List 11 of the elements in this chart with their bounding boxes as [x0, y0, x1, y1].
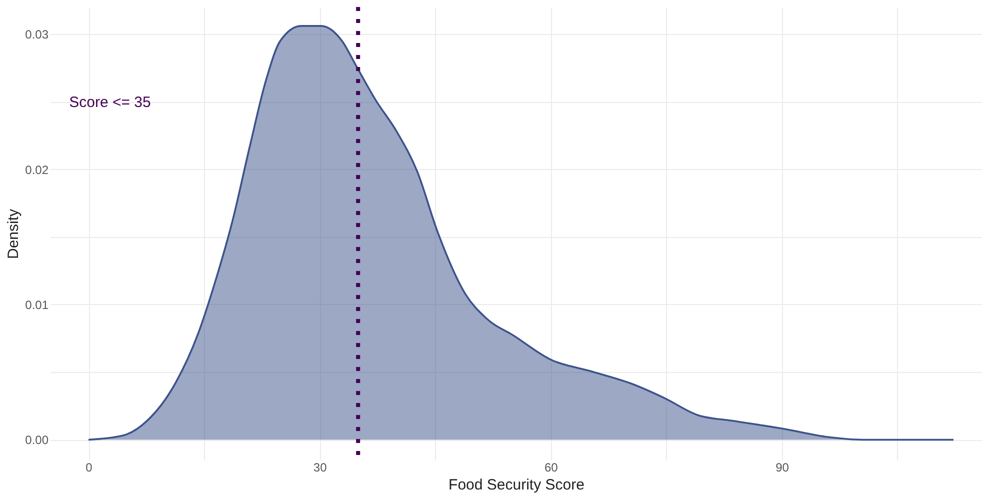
x-tick-label: 30: [313, 460, 328, 474]
x-tick-label: 60: [544, 460, 558, 474]
y-axis-title: Density: [5, 208, 22, 260]
x-axis-title: Food Security Score: [448, 476, 584, 494]
x-tick-label: 90: [776, 460, 790, 474]
y-tick-label: 0.01: [25, 298, 49, 312]
annotation: Score <= 35: [69, 94, 151, 111]
x-tick-label: 0: [86, 460, 93, 474]
y-tick-label: 0.00: [25, 433, 49, 448]
y-tick-label: 0.02: [25, 162, 49, 177]
y-tick-label: 0.03: [25, 28, 49, 42]
